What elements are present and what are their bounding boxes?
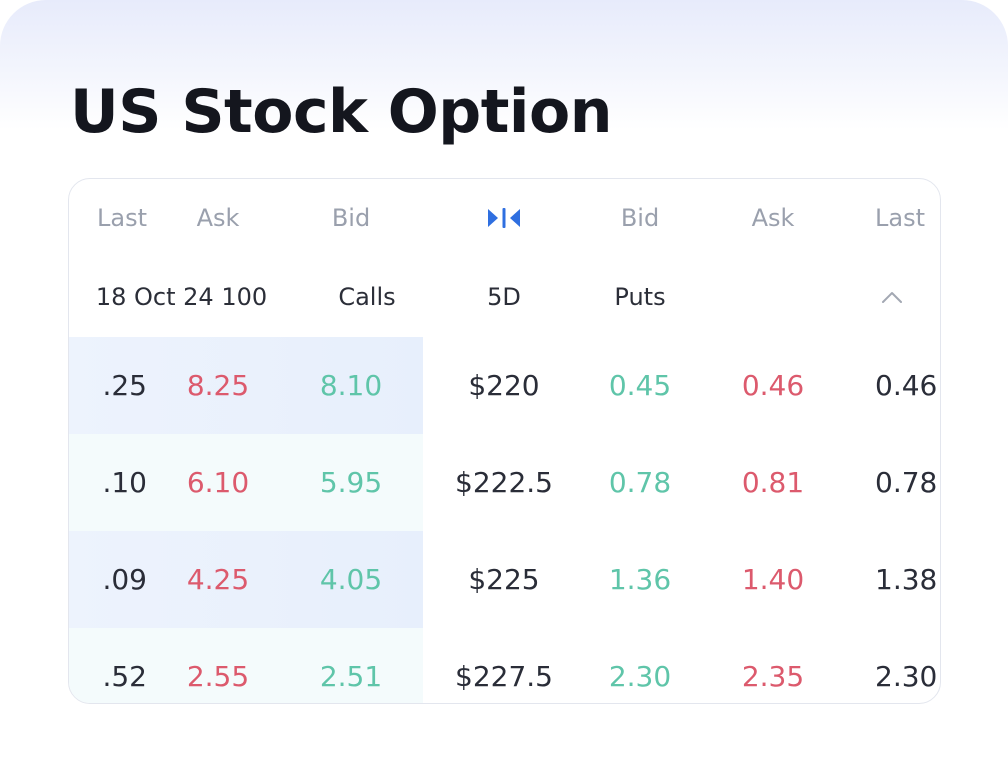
collapse-toggle[interactable] [851,257,940,337]
call-last-cell: .09 [102,563,147,596]
strike-cell: $227.5 [455,660,553,693]
put-last-cell: 1.38 [875,563,938,596]
table-row[interactable]: .25 8.25 8.10 $220 0.45 0.46 0.46 [69,337,940,434]
strike-cell: $225 [468,563,540,596]
call-bid-cell: 4.05 [319,563,383,596]
calls-label: Calls [338,283,396,311]
call-ask-cell: 6.10 [186,466,250,499]
put-last-header: Last [875,204,925,232]
call-bid-cell: 2.51 [319,660,383,693]
chevron-up-icon [882,292,902,303]
puts-label: Puts [614,283,666,311]
call-ask-cell: 2.55 [186,660,250,693]
period-selector[interactable]: 5D [487,283,521,311]
subheader-row: 18 Oct 24 100 Calls 5D Puts [69,257,940,337]
call-ask-cell: 4.25 [186,563,250,596]
put-bid-cell: 1.36 [608,563,672,596]
call-last-cell: .10 [102,466,147,499]
put-last-cell: 2.30 [875,660,938,693]
call-last-header: Last [97,204,147,232]
put-bid-cell: 0.78 [608,466,672,499]
call-bid-cell: 8.10 [319,369,383,402]
strike-cell: $222.5 [455,466,553,499]
call-ask-cell: 8.25 [186,369,250,402]
table-row[interactable]: .10 6.10 5.95 $222.5 0.78 0.81 0.78 [69,434,940,531]
column-header-row: Last Ask Bid Bid Ask Last [69,179,940,257]
put-ask-cell: 2.35 [741,660,805,693]
put-bid-header: Bid [620,204,660,232]
put-bid-cell: 0.45 [608,369,672,402]
strike-cell: $220 [468,369,540,402]
call-last-cell: .52 [102,660,147,693]
call-bid-header: Bid [331,204,371,232]
table-row[interactable]: .09 4.25 4.05 $225 1.36 1.40 1.38 [69,531,940,628]
call-ask-header: Ask [196,204,240,232]
put-last-cell: 0.46 [875,369,938,402]
page-title: US Stock Option [70,77,612,147]
put-ask-cell: 1.40 [741,563,805,596]
put-bid-cell: 2.30 [608,660,672,693]
call-bid-cell: 5.95 [319,466,383,499]
put-last-cell: 0.78 [875,466,938,499]
put-ask-header: Ask [751,204,795,232]
table-row[interactable]: .52 2.55 2.51 $227.5 2.30 2.35 2.30 [69,628,940,703]
collapse-icon [488,208,520,228]
put-ask-cell: 0.81 [741,466,805,499]
call-last-cell: .25 [102,369,147,402]
option-chain-table: Last Ask Bid Bid Ask Last 18 Oct 24 100 … [68,178,941,704]
put-ask-cell: 0.46 [741,369,805,402]
collapse-columns-button[interactable] [439,179,569,257]
expiry-selector[interactable]: 18 Oct 24 100 [95,283,268,311]
